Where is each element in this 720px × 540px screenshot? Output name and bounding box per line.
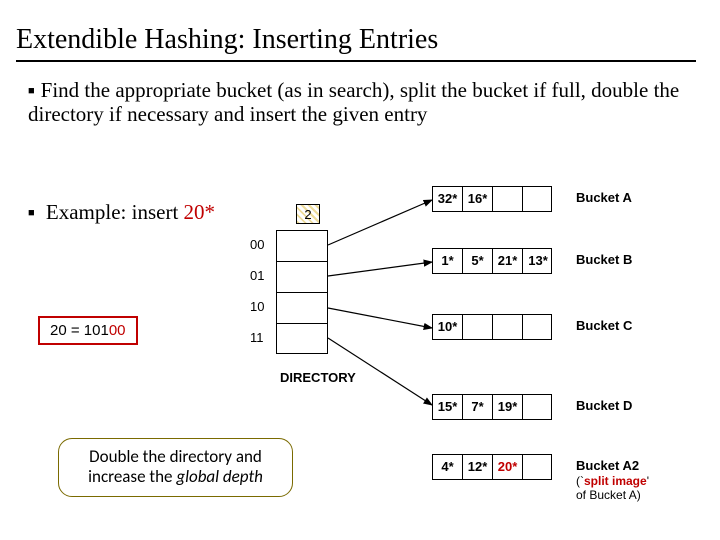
bucket-cell xyxy=(493,315,523,339)
directory-sep xyxy=(276,261,328,262)
note-line1: Double the directory and xyxy=(69,447,282,467)
bucket-cell: 13* xyxy=(523,249,553,273)
directory-sep xyxy=(276,323,328,324)
bucket-label: Bucket B xyxy=(576,252,632,267)
bucket-cell xyxy=(463,315,493,339)
example-value: 20* xyxy=(184,200,216,224)
bucket-label: Bucket D xyxy=(576,398,632,413)
bucket-label: Bucket C xyxy=(576,318,632,333)
bucket-cell xyxy=(523,395,553,419)
directory-label: 11 xyxy=(250,330,264,345)
bucket-A: 32*16* xyxy=(432,186,552,212)
note-line2: increase the global depth xyxy=(69,467,282,487)
bucket-cell xyxy=(523,187,553,211)
bucket-cell: 19* xyxy=(493,395,523,419)
callout-note: Double the directory and increase the gl… xyxy=(58,438,293,497)
bucket-A2: 4*12*20* xyxy=(432,454,552,480)
bucket-C: 10* xyxy=(432,314,552,340)
binary-box: 20 = 10100 xyxy=(38,316,138,345)
bucket-cell: 21* xyxy=(493,249,523,273)
bucket-cell xyxy=(523,455,553,479)
bucket-cell: 4* xyxy=(433,455,463,479)
bucket-sublabel: (`split image'of Bucket A) xyxy=(576,474,649,502)
bucket-cell: 20* xyxy=(493,455,523,479)
pointer-arrow xyxy=(328,262,432,276)
binary-lsb: 00 xyxy=(109,322,126,339)
bucket-cell: 1* xyxy=(433,249,463,273)
bucket-cell: 10* xyxy=(433,315,463,339)
bucket-cell xyxy=(523,315,553,339)
bucket-D: 15*7*19* xyxy=(432,394,552,420)
bucket-B: 1*5*21*13* xyxy=(432,248,552,274)
bucket-cell: 15* xyxy=(433,395,463,419)
directory-label: 01 xyxy=(250,268,264,283)
bucket-cell: 7* xyxy=(463,395,493,419)
global-depth-box: 2 xyxy=(296,204,320,224)
bullet-description: Find the appropriate bucket (as in searc… xyxy=(28,78,688,126)
directory-label: 00 xyxy=(250,237,264,252)
bucket-cell xyxy=(493,187,523,211)
example-prefix: Example: insert xyxy=(46,200,184,224)
directory-sep xyxy=(276,292,328,293)
pointer-arrow xyxy=(328,308,432,328)
bucket-cell: 16* xyxy=(463,187,493,211)
bucket-label: Bucket A2 xyxy=(576,458,639,473)
directory-caption: DIRECTORY xyxy=(280,370,356,385)
bucket-cell: 12* xyxy=(463,455,493,479)
slide-title: Extendible Hashing: Inserting Entries xyxy=(16,24,438,56)
bucket-cell: 32* xyxy=(433,187,463,211)
bucket-cell: 5* xyxy=(463,249,493,273)
binary-msb: 20 = 101 xyxy=(50,322,109,339)
pointer-arrow xyxy=(328,200,432,245)
bullet-example: Example: insert 20* xyxy=(28,200,215,225)
directory-label: 10 xyxy=(250,299,264,314)
title-rule xyxy=(16,60,696,62)
bucket-label: Bucket A xyxy=(576,190,632,205)
